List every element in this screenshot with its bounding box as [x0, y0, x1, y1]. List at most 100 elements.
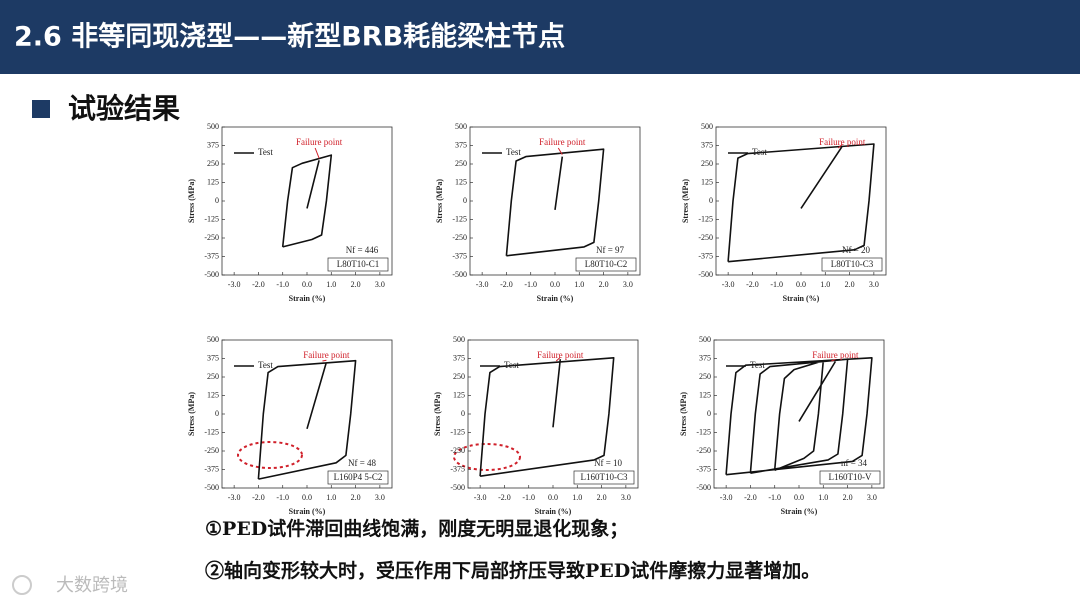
x-tick-label: 3.0 — [869, 280, 879, 289]
section-title: 试验结果 — [68, 92, 180, 125]
annotation: Failure point — [812, 350, 859, 360]
specimen-label: L160T10-V — [829, 472, 872, 482]
legend-label: Test — [504, 360, 519, 370]
y-tick-label: 0 — [215, 196, 219, 205]
x-tick-label: -3.0 — [228, 493, 241, 502]
x-tick-label: 3.0 — [867, 493, 877, 502]
y-tick-label: -500 — [452, 270, 467, 279]
hysteresis-curve — [479, 357, 615, 477]
y-tick-label: -375 — [698, 251, 713, 260]
y-axis-label: Stress (MPa) — [681, 179, 690, 223]
x-axis-label: Strain (%) — [537, 294, 574, 303]
fatigue-life: Nf = 20 — [842, 245, 871, 255]
x-tick-label: 3.0 — [621, 493, 631, 502]
watermark: 大数跨境 — [56, 575, 128, 596]
x-tick-label: 2.0 — [351, 493, 361, 502]
y-tick-label: 375 — [701, 140, 713, 149]
y-tick-label: -250 — [452, 233, 467, 242]
x-axis-label: Strain (%) — [781, 507, 818, 516]
x-tick-label: 1.0 — [818, 493, 828, 502]
y-tick-label: 250 — [699, 372, 711, 381]
header-title: 2.6 非等同现浇型——新型BRB耗能梁柱节点 — [14, 21, 565, 53]
x-axis-label: Strain (%) — [783, 294, 820, 303]
annotation-arrow — [322, 359, 327, 362]
y-tick-label: 125 — [207, 390, 219, 399]
y-tick-label: 125 — [207, 177, 219, 186]
y-tick-label: 500 — [453, 335, 465, 344]
fatigue-life: Nf = 446 — [346, 245, 379, 255]
hysteresis-curve — [281, 154, 333, 248]
x-tick-label: -1.0 — [522, 493, 535, 502]
legend-label: Test — [258, 360, 273, 370]
y-tick-label: 250 — [453, 372, 465, 381]
legend-label: Test — [506, 147, 521, 157]
watermark-logo — [12, 575, 32, 595]
y-tick-label: -125 — [450, 427, 465, 436]
y-tick-label: -125 — [698, 214, 713, 223]
y-tick-label: -375 — [696, 464, 711, 473]
y-tick-label: 500 — [207, 122, 219, 131]
x-tick-label: -2.0 — [252, 280, 265, 289]
x-tick-label: -3.0 — [474, 493, 487, 502]
y-axis-label: Stress (MPa) — [435, 179, 444, 223]
y-tick-label: 250 — [207, 159, 219, 168]
x-tick-label: 3.0 — [375, 493, 385, 502]
legend-label: Test — [750, 360, 765, 370]
x-axis-label: Strain (%) — [535, 507, 572, 516]
x-axis-label: Strain (%) — [289, 507, 326, 516]
y-axis-label: Stress (MPa) — [679, 392, 688, 436]
y-tick-label: -500 — [698, 270, 713, 279]
y-tick-label: -250 — [696, 446, 711, 455]
x-tick-label: -3.0 — [720, 493, 733, 502]
y-tick-label: -125 — [204, 427, 219, 436]
y-tick-label: 500 — [701, 122, 713, 131]
fatigue-life: Nf = 97 — [596, 245, 625, 255]
x-tick-label: -3.0 — [476, 280, 489, 289]
specimen-label: L80T10-C2 — [585, 259, 628, 269]
y-tick-label: 0 — [709, 196, 713, 205]
note: ①PED试件滞回曲线饱满，刚度无明显退化现象； — [205, 517, 628, 540]
hysteresis-curve — [505, 148, 605, 257]
y-tick-label: -500 — [450, 483, 465, 492]
annotation: Failure point — [539, 137, 586, 147]
x-tick-label: 1.0 — [572, 493, 582, 502]
x-tick-label: 1.0 — [326, 280, 336, 289]
y-tick-label: 0 — [463, 196, 467, 205]
y-tick-label: -500 — [204, 483, 219, 492]
x-tick-label: 2.0 — [843, 493, 853, 502]
specimen-box — [575, 257, 637, 272]
y-tick-label: -500 — [696, 483, 711, 492]
y-tick-label: 375 — [455, 140, 467, 149]
x-tick-label: 2.0 — [845, 280, 855, 289]
x-tick-label: -3.0 — [228, 280, 241, 289]
fatigue-life: Nf = 48 — [348, 458, 377, 468]
y-tick-label: 0 — [707, 409, 711, 418]
y-tick-label: -375 — [450, 464, 465, 473]
x-tick-label: -3.0 — [722, 280, 735, 289]
y-tick-label: 0 — [215, 409, 219, 418]
y-tick-label: -250 — [450, 446, 465, 455]
y-tick-label: -250 — [204, 233, 219, 242]
y-tick-label: 375 — [453, 353, 465, 362]
y-tick-label: 250 — [455, 159, 467, 168]
annotation: Failure point — [303, 350, 350, 360]
y-tick-label: 375 — [699, 353, 711, 362]
x-tick-label: -2.0 — [746, 280, 759, 289]
specimen-label: L80T10-C1 — [337, 259, 380, 269]
y-tick-label: -125 — [696, 427, 711, 436]
x-tick-label: -2.0 — [498, 493, 511, 502]
highlight-ellipse — [237, 441, 303, 469]
hysteresis-curve — [257, 359, 357, 480]
x-tick-label: 2.0 — [599, 280, 609, 289]
x-tick-label: 0.0 — [548, 493, 558, 502]
y-tick-label: -375 — [204, 251, 219, 260]
header-bar — [0, 0, 1080, 74]
x-tick-label: 1.0 — [820, 280, 830, 289]
highlight-ellipse — [453, 443, 521, 471]
y-tick-label: -375 — [452, 251, 467, 260]
note: ②轴向变形较大时，受压作用下局部挤压导致PED试件摩擦力显著增加。 — [205, 559, 820, 582]
x-tick-label: -1.0 — [276, 493, 289, 502]
specimen-box — [327, 470, 389, 485]
x-tick-label: -1.0 — [770, 280, 783, 289]
